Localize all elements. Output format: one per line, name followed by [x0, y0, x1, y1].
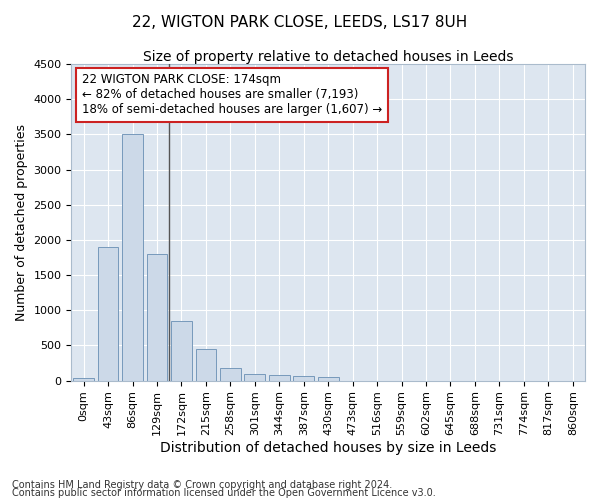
- Bar: [269, 376, 290, 380]
- Bar: [244, 374, 265, 380]
- X-axis label: Distribution of detached houses by size in Leeds: Distribution of detached houses by size …: [160, 441, 496, 455]
- Title: Size of property relative to detached houses in Leeds: Size of property relative to detached ho…: [143, 50, 514, 64]
- Bar: [220, 368, 241, 380]
- Bar: [146, 254, 167, 380]
- Bar: [293, 376, 314, 380]
- Y-axis label: Number of detached properties: Number of detached properties: [15, 124, 28, 321]
- Text: Contains HM Land Registry data © Crown copyright and database right 2024.: Contains HM Land Registry data © Crown c…: [12, 480, 392, 490]
- Bar: [122, 134, 143, 380]
- Text: 22 WIGTON PARK CLOSE: 174sqm
← 82% of detached houses are smaller (7,193)
18% of: 22 WIGTON PARK CLOSE: 174sqm ← 82% of de…: [82, 74, 382, 116]
- Bar: [196, 349, 217, 380]
- Bar: [171, 321, 192, 380]
- Bar: [73, 378, 94, 380]
- Bar: [318, 377, 338, 380]
- Bar: [98, 247, 118, 380]
- Text: 22, WIGTON PARK CLOSE, LEEDS, LS17 8UH: 22, WIGTON PARK CLOSE, LEEDS, LS17 8UH: [133, 15, 467, 30]
- Text: Contains public sector information licensed under the Open Government Licence v3: Contains public sector information licen…: [12, 488, 436, 498]
